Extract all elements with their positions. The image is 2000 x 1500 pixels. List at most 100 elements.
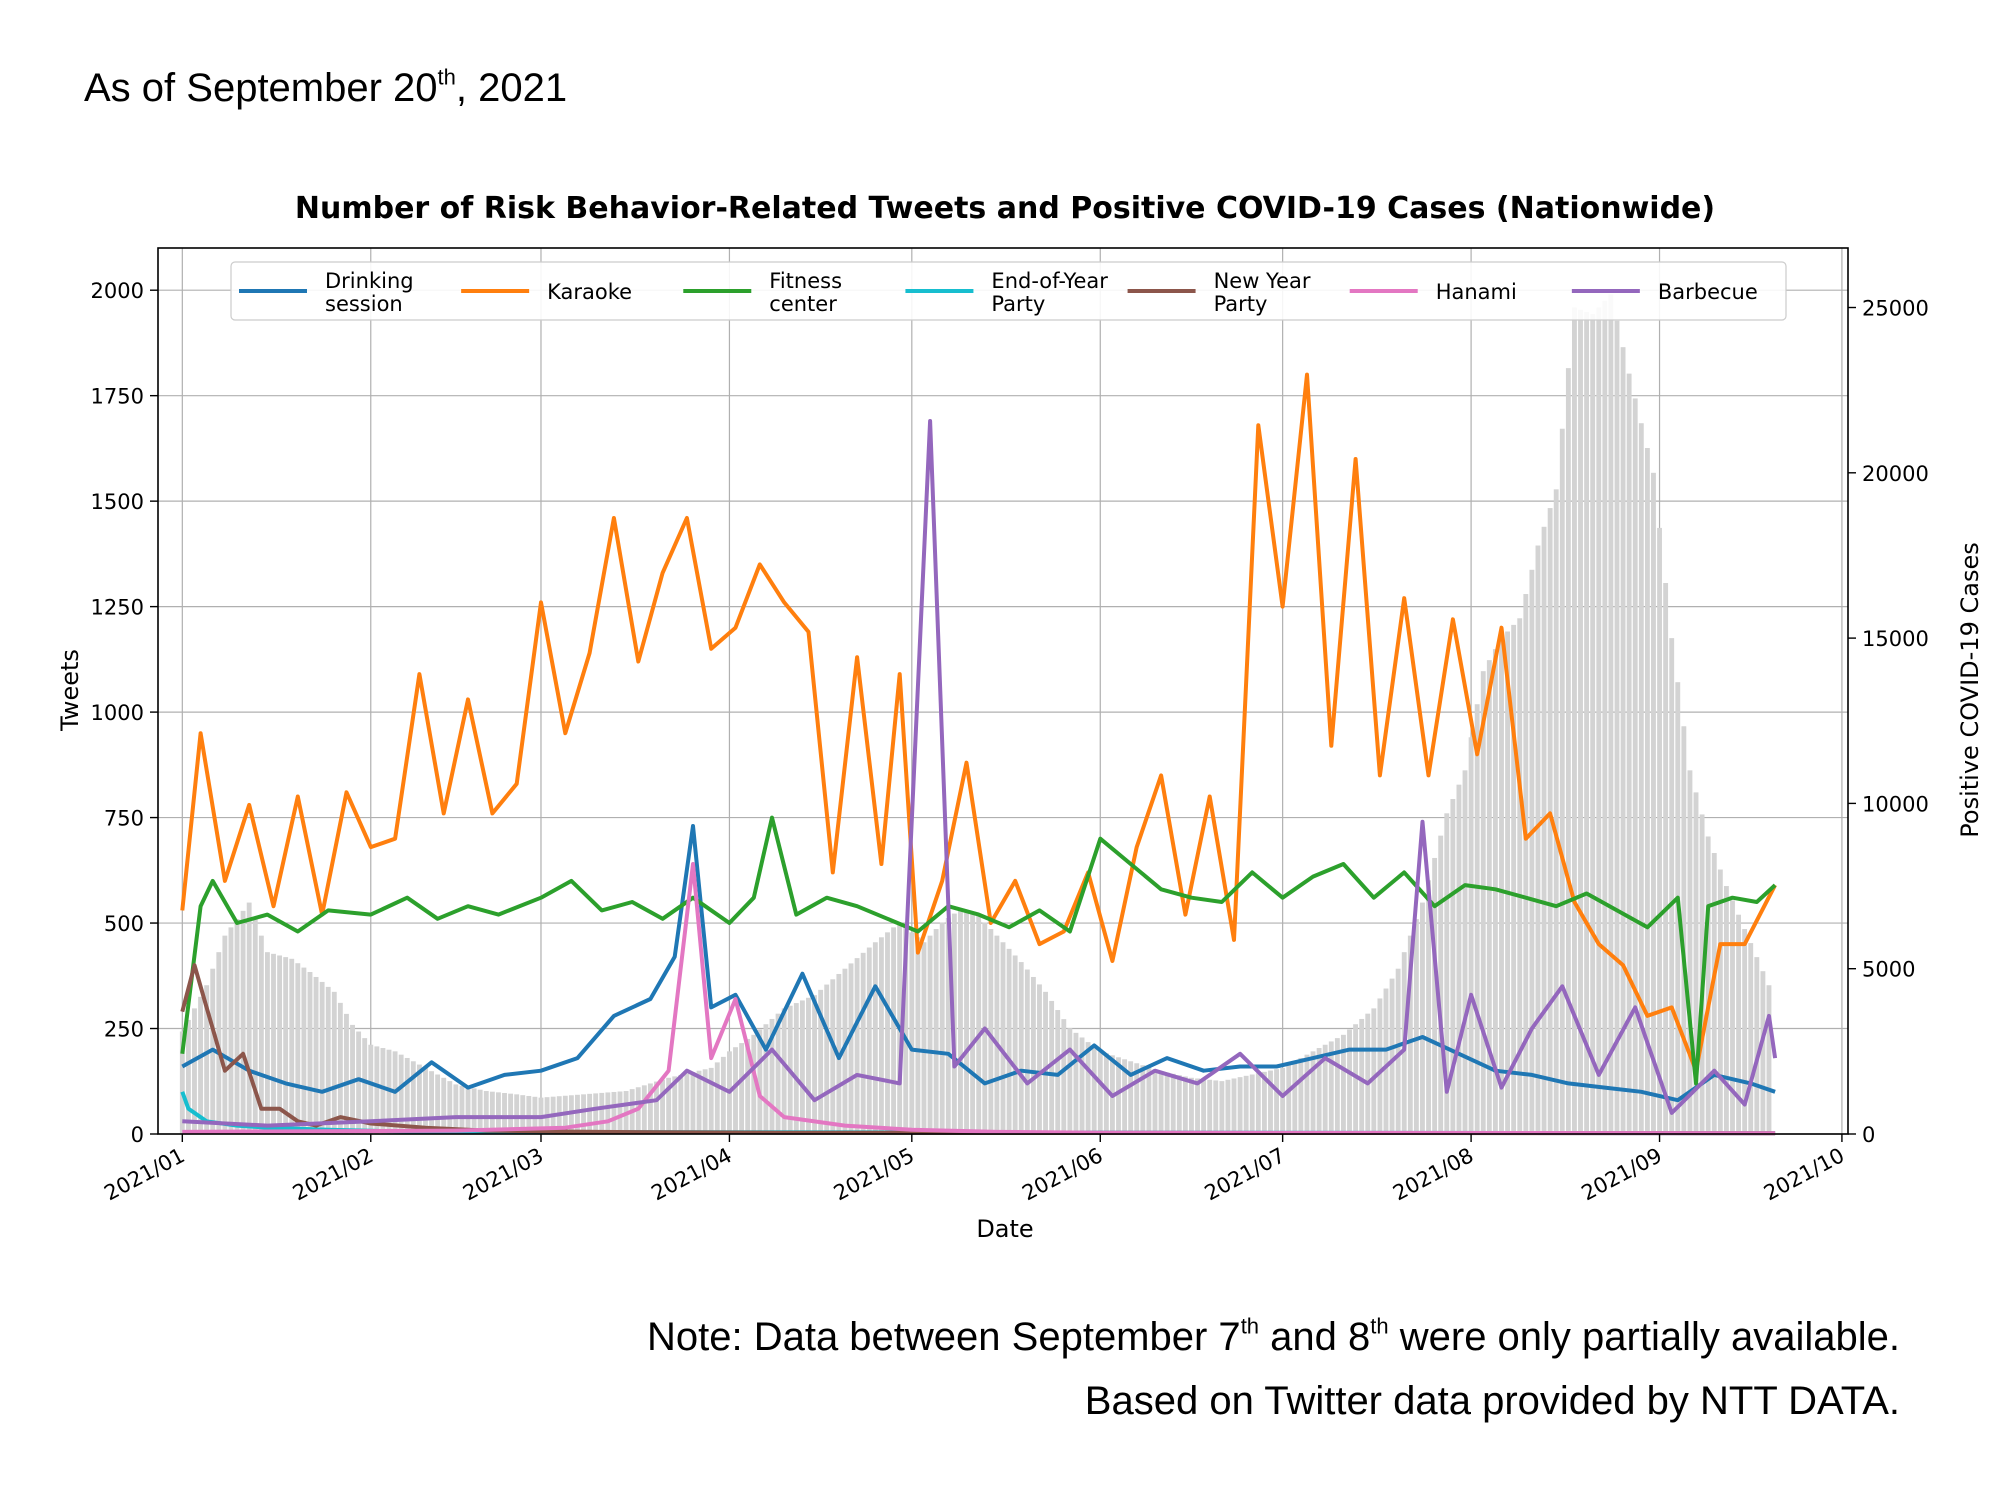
case-bar xyxy=(1486,660,1492,1134)
x-tick-label: 2021/03 xyxy=(459,1143,547,1205)
case-bar xyxy=(1231,1078,1237,1134)
case-bar xyxy=(1596,307,1602,1135)
case-bar xyxy=(1085,1042,1091,1134)
case-bar xyxy=(1225,1079,1231,1134)
case-bar xyxy=(1444,813,1450,1134)
case-bar xyxy=(1523,594,1529,1134)
case-bar xyxy=(1067,1028,1073,1134)
case-bar xyxy=(1511,624,1517,1134)
x-tick-label: 2021/01 xyxy=(100,1143,188,1205)
case-bar xyxy=(1079,1037,1085,1134)
case-bar xyxy=(1693,792,1699,1134)
case-bar xyxy=(1614,320,1620,1135)
case-bar xyxy=(435,1074,441,1134)
case-bar xyxy=(1201,1079,1207,1134)
case-bar xyxy=(872,942,878,1134)
x-axis-label: Date xyxy=(976,1215,1033,1243)
case-bar xyxy=(757,1029,763,1134)
y2-tick-label: 25000 xyxy=(1862,297,1929,321)
case-bar xyxy=(1383,988,1389,1134)
plot-frame xyxy=(157,247,1849,1135)
case-bar xyxy=(599,1092,605,1134)
case-bar xyxy=(1195,1078,1200,1134)
case-bar xyxy=(459,1085,465,1134)
case-bar xyxy=(368,1044,374,1134)
case-bar xyxy=(1432,857,1438,1134)
case-bar xyxy=(380,1048,386,1134)
case-bar xyxy=(1140,1065,1146,1134)
x-tick-label: 2021/07 xyxy=(1201,1143,1289,1205)
case-bar xyxy=(252,919,258,1134)
case-bar xyxy=(720,1056,726,1134)
case-bar xyxy=(489,1091,495,1134)
case-bar xyxy=(915,937,921,1134)
case-bar xyxy=(307,972,313,1134)
case-bar xyxy=(453,1084,459,1134)
case-bar xyxy=(1000,942,1006,1134)
case-bar xyxy=(1292,1061,1298,1134)
y-tick-label: 500 xyxy=(104,912,144,936)
case-bar xyxy=(824,984,830,1134)
x-tick-label: 2021/04 xyxy=(647,1143,735,1205)
case-bar xyxy=(1529,569,1535,1134)
case-bar xyxy=(1158,1071,1164,1134)
case-bar xyxy=(1189,1077,1194,1134)
case-bar xyxy=(593,1093,599,1134)
case-bar xyxy=(1152,1069,1158,1134)
case-bar xyxy=(1122,1059,1128,1134)
case-bar xyxy=(1371,1008,1377,1134)
case-bar xyxy=(1407,935,1413,1134)
case-bar xyxy=(483,1091,489,1134)
case-bar xyxy=(1626,373,1632,1135)
case-bar xyxy=(1766,985,1772,1134)
case-bar xyxy=(1462,770,1468,1134)
series-line-karaoke xyxy=(180,372,1777,1073)
note-text-c: were only partially available. xyxy=(1388,1315,1900,1359)
case-bar xyxy=(185,1019,191,1134)
case-bar xyxy=(1389,978,1395,1134)
case-bar xyxy=(781,1008,787,1134)
case-bar xyxy=(714,1062,720,1134)
case-bar xyxy=(1608,294,1614,1134)
case-bar xyxy=(1736,914,1742,1134)
case-bar xyxy=(1535,545,1541,1134)
case-bar xyxy=(234,919,240,1134)
case-bar xyxy=(404,1057,410,1134)
case-bar xyxy=(672,1076,678,1134)
case-bar xyxy=(921,942,927,1134)
y2-tick-label: 20000 xyxy=(1862,462,1929,486)
case-bar xyxy=(575,1094,580,1134)
case-bar xyxy=(1006,948,1012,1134)
case-bar xyxy=(477,1089,483,1134)
legend-label: Party xyxy=(1214,292,1268,316)
case-bar xyxy=(1644,448,1650,1134)
chart: Number of Risk Behavior-Related Tweets a… xyxy=(56,191,1984,1243)
case-bar xyxy=(1322,1044,1328,1134)
case-bar xyxy=(1073,1032,1079,1134)
case-bar xyxy=(994,935,1000,1134)
case-bar xyxy=(1499,638,1504,1134)
case-bar xyxy=(647,1083,653,1134)
case-bar xyxy=(1359,1018,1365,1134)
legend-label: center xyxy=(769,292,837,316)
case-bar xyxy=(1249,1074,1255,1134)
note-ordinal-1: th xyxy=(1240,1313,1260,1339)
case-bar xyxy=(1255,1073,1261,1134)
case-bar xyxy=(398,1054,404,1134)
case-bar xyxy=(289,958,295,1134)
case-bar xyxy=(1334,1038,1340,1134)
as-of-text: As of September 20 xyxy=(84,66,438,110)
case-bar xyxy=(502,1093,507,1134)
y-tick-label: 1250 xyxy=(91,596,144,620)
case-bar xyxy=(1632,398,1638,1134)
case-bar xyxy=(1553,489,1559,1134)
case-bar xyxy=(1620,347,1626,1135)
legend-label: Hanami xyxy=(1436,280,1517,304)
case-bar xyxy=(799,1000,805,1134)
case-bar xyxy=(1310,1051,1316,1134)
case-bar xyxy=(1572,307,1577,1135)
legend-label: Drinking xyxy=(325,269,414,293)
y-tick-label: 1750 xyxy=(91,385,144,409)
case-bar xyxy=(429,1071,434,1134)
